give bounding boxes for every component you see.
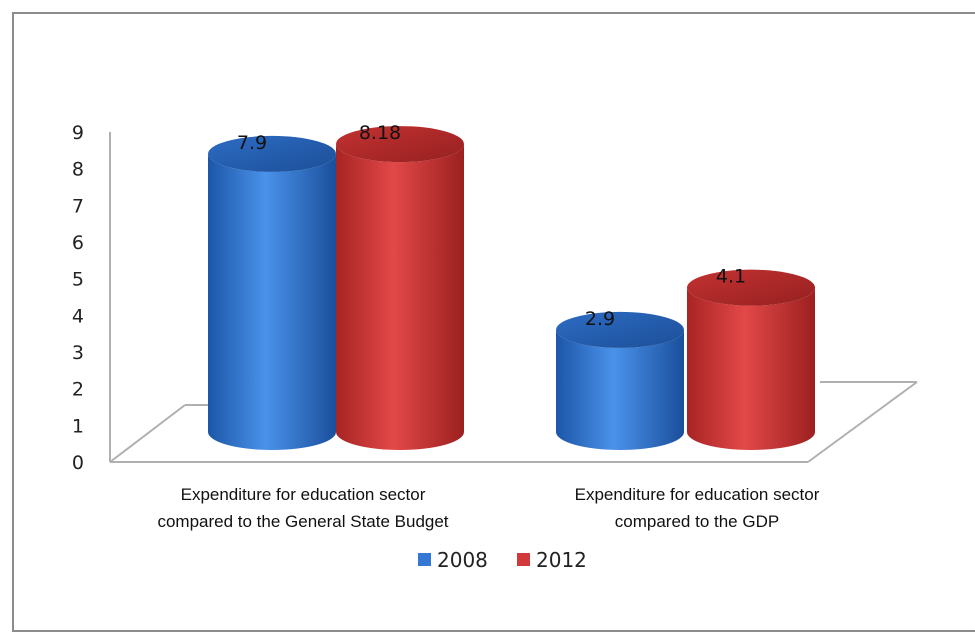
category-labels: Expenditure for education sector compared… xyxy=(157,485,819,531)
data-label: 4.1 xyxy=(716,266,746,288)
y-tick-label: 7 xyxy=(72,195,84,217)
y-tick-label: 3 xyxy=(72,342,84,364)
legend-label-2008: 2008 xyxy=(437,548,488,572)
data-label: 7.9 xyxy=(237,132,267,154)
data-labels: 7.9 8.18 2.9 4.1 xyxy=(237,122,746,330)
legend-swatch-2012 xyxy=(517,553,530,566)
bar-2012-2 xyxy=(687,269,815,450)
bar-top xyxy=(687,269,815,306)
category-label: compared to the GDP xyxy=(615,512,779,531)
y-tick-label: 2 xyxy=(72,379,84,401)
bar-top xyxy=(336,126,464,163)
y-tick-label: 6 xyxy=(72,232,84,254)
floor-right-edge xyxy=(807,381,918,463)
y-tick-label: 1 xyxy=(72,415,84,437)
chart: 0 1 2 3 4 5 6 7 8 9 7.9 8.18 2.9 4.1 Expenditure for… xyxy=(72,122,918,572)
y-tick-label: 8 xyxy=(72,159,84,181)
y-tick-label: 4 xyxy=(72,305,84,327)
plot-floor xyxy=(109,132,918,463)
bar-2008-2 xyxy=(556,311,684,450)
y-axis-ticks: 0 1 2 3 4 5 6 7 8 9 xyxy=(72,122,84,474)
bar-body xyxy=(336,144,464,450)
y-tick-label: 9 xyxy=(72,122,84,144)
data-label: 2.9 xyxy=(585,308,615,330)
bar-body xyxy=(687,287,815,450)
bar-body xyxy=(208,153,336,451)
bar-2008-1 xyxy=(208,135,336,451)
bar-top xyxy=(208,135,336,172)
legend-label-2012: 2012 xyxy=(536,548,587,572)
floor-left-edge xyxy=(109,404,186,463)
bar-body xyxy=(556,329,684,450)
bars xyxy=(208,126,815,451)
bar-top xyxy=(556,311,684,348)
category-label: Expenditure for education sector xyxy=(575,485,820,504)
data-label: 8.18 xyxy=(359,122,401,144)
category-label: compared to the General State Budget xyxy=(157,512,448,531)
y-tick-label: 5 xyxy=(72,269,84,291)
legend-swatch-2008 xyxy=(418,553,431,566)
category-label: Expenditure for education sector xyxy=(181,485,426,504)
y-tick-label: 0 xyxy=(72,452,84,474)
legend: 2008 2012 xyxy=(418,548,587,572)
bar-2012-1 xyxy=(336,126,464,450)
